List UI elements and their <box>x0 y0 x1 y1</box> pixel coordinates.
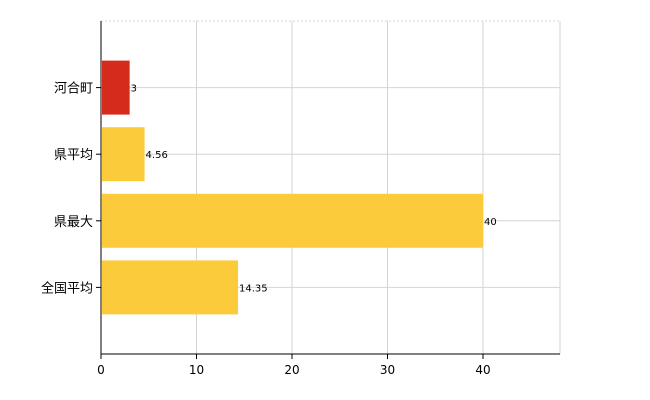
bar <box>102 193 483 248</box>
y-tick-label: 河合町 <box>54 82 93 97</box>
bar <box>102 260 239 315</box>
x-tick-label: 40 <box>475 363 490 377</box>
data-label: 3 <box>131 84 137 95</box>
data-labels: 3 4.56 40 14.35 <box>131 84 497 295</box>
x-tick-label: 0 <box>97 363 105 377</box>
bars <box>102 60 483 315</box>
x-tick-label: 30 <box>380 363 395 377</box>
y-tick-label: 県最大 <box>54 215 93 230</box>
data-label: 4.56 <box>146 150 168 161</box>
x-tick-label: 20 <box>284 363 299 377</box>
bar <box>102 60 130 115</box>
x-axis-ticks: 0 10 20 30 40 <box>97 354 491 377</box>
y-tick-label: 県平均 <box>54 148 93 163</box>
y-tick-label: 全国平均 <box>41 280 93 296</box>
x-tick-label: 10 <box>189 363 204 377</box>
data-label: 14.35 <box>239 283 268 294</box>
bar <box>102 127 145 182</box>
data-label: 40 <box>484 217 497 228</box>
